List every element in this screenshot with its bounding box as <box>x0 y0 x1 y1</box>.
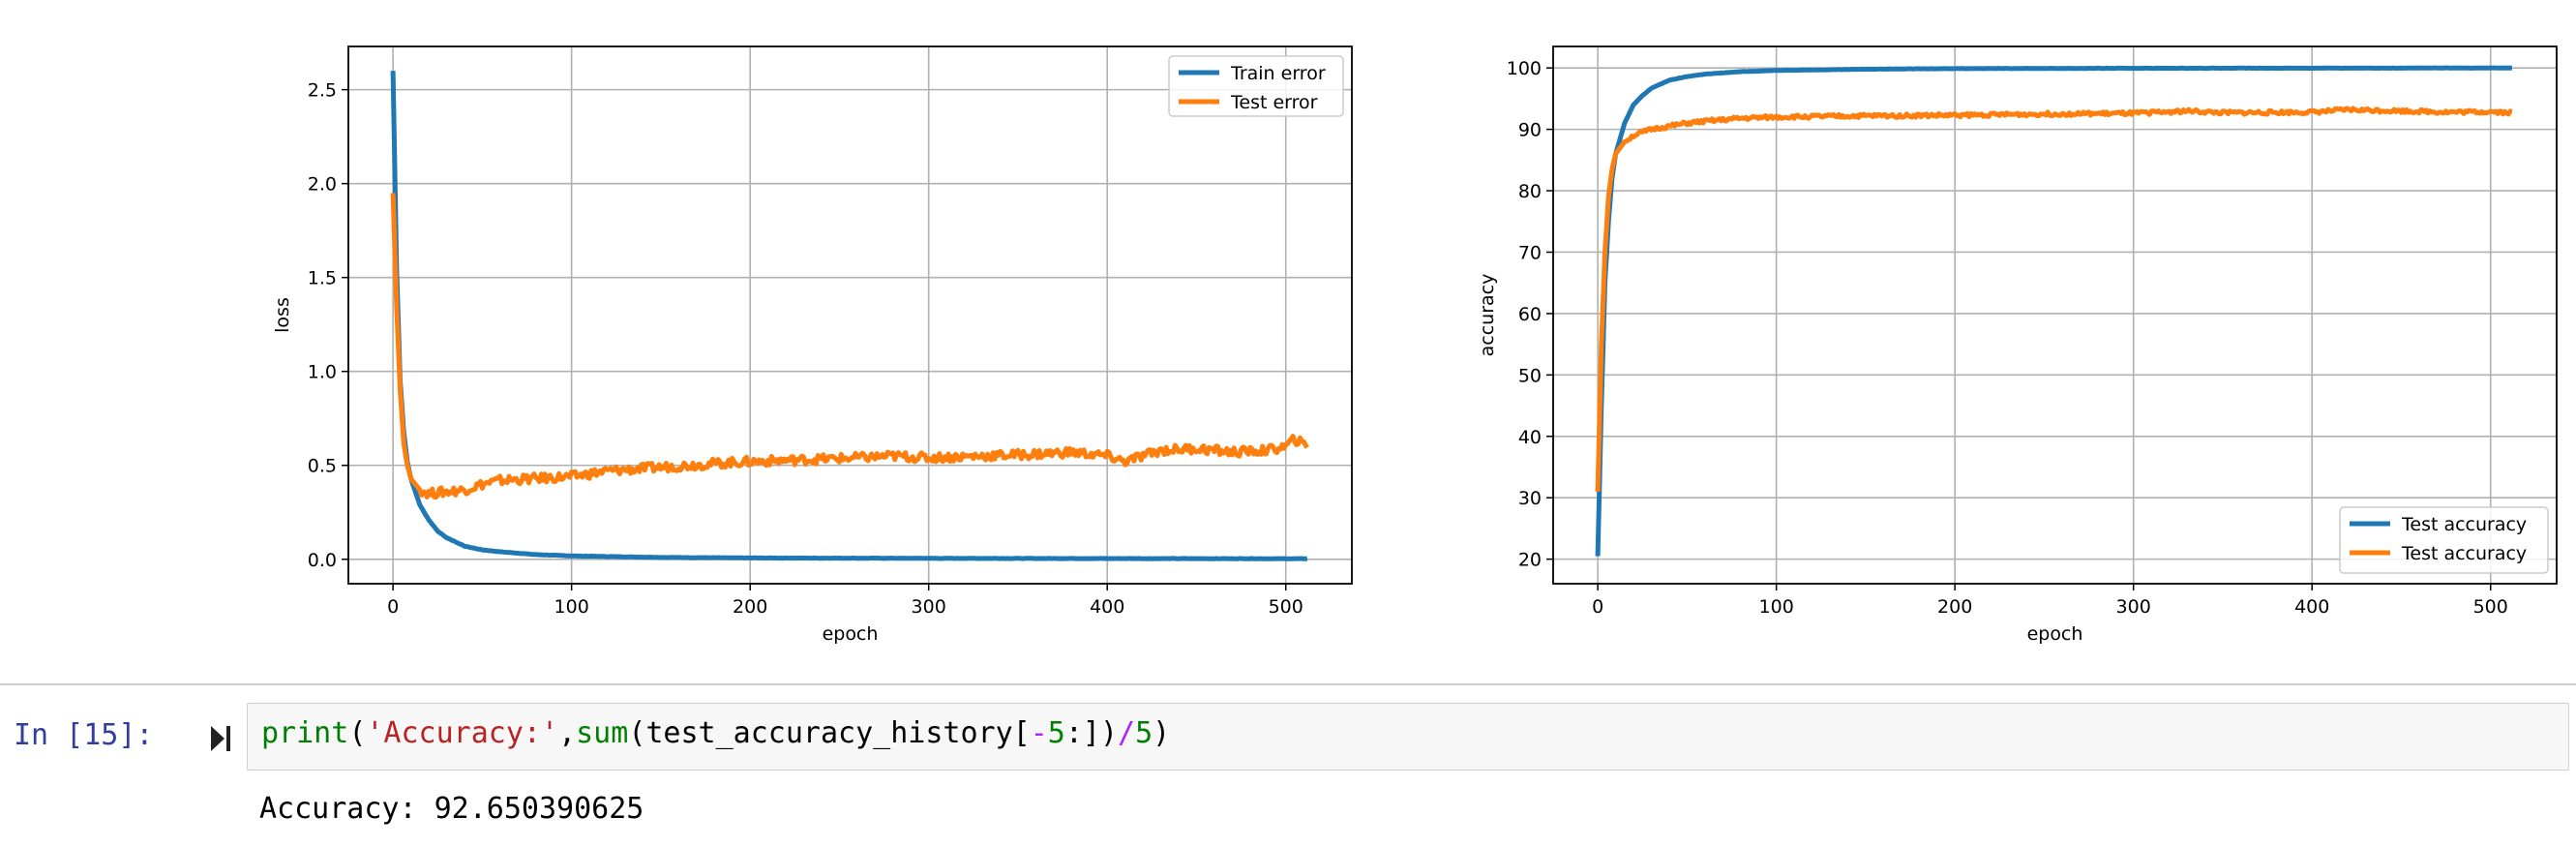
code-token-num2: 5 <box>1135 716 1153 750</box>
y-tick-label: 1.0 <box>308 362 337 383</box>
y-tick-label: 2.0 <box>308 174 337 196</box>
y-tick-label: 0.5 <box>308 456 337 477</box>
series-line-blue <box>390 71 1308 561</box>
y-tick-label: 1.5 <box>308 268 337 289</box>
code-token-close-paren: ) <box>1099 716 1119 750</box>
x-tick-label: 300 <box>912 596 946 618</box>
code-token-close-paren2: ) <box>1153 716 1171 750</box>
y-tick-label: 2.5 <box>308 80 337 102</box>
code-token-slice: :] <box>1064 716 1100 750</box>
x-tick-label: 100 <box>1759 596 1794 618</box>
legend-label: Test accuracy <box>2401 543 2527 564</box>
series-line-blue <box>1595 65 2513 557</box>
axes-frame <box>1552 45 2558 585</box>
code-token-num1: 5 <box>1047 716 1065 750</box>
code-token-lbracket: [ <box>1012 716 1031 750</box>
legend-label: Train error <box>1230 63 1326 84</box>
x-tick-label: 300 <box>2116 596 2151 618</box>
code-token-minus: - <box>1030 716 1048 750</box>
y-tick-label: 60 <box>1518 304 1542 325</box>
x-tick-label: 0 <box>387 596 399 618</box>
code-token-variable: test_accuracy_history <box>645 716 1013 750</box>
code-line: print('Accuracy:',sum(test_accuracy_hist… <box>261 716 1170 750</box>
y-tick-label: 70 <box>1518 242 1542 263</box>
cell-divider <box>0 683 2576 685</box>
y-tick-label: 80 <box>1518 181 1542 202</box>
cell-output: Accuracy: 92.650390625 <box>259 792 644 826</box>
x-tick-label: 400 <box>2294 596 2329 618</box>
code-token-paren: ( <box>348 716 367 750</box>
code-token-comma: , <box>558 716 577 750</box>
y-tick-label: 90 <box>1518 120 1542 141</box>
run-cell-icon[interactable] <box>211 724 232 753</box>
x-tick-label: 200 <box>1937 596 1972 618</box>
code-token-divide: / <box>1118 716 1136 750</box>
legend-box <box>2339 506 2549 574</box>
code-token-print: print <box>261 716 349 750</box>
code-input-area[interactable]: print('Accuracy:',sum(test_accuracy_hist… <box>247 703 2569 771</box>
matplotlib-figure: 0 100 200 300 400 5000.00.51.01.52.02.5epochl… <box>272 45 2558 645</box>
x-tick-label: 400 <box>1090 596 1124 618</box>
y-tick-label: 100 <box>1507 58 1542 79</box>
legend-label: Test error <box>1230 92 1318 113</box>
x-tick-label: 500 <box>1269 596 1303 618</box>
code-token-paren2: ( <box>628 716 646 750</box>
x-tick-label: 200 <box>733 596 767 618</box>
input-prompt: In [15]: <box>14 718 154 752</box>
y-tick-label: 50 <box>1518 365 1542 386</box>
series-line-orange <box>1595 106 2513 492</box>
y-tick-label: 0.0 <box>308 550 337 571</box>
series-line-orange <box>390 193 1309 500</box>
x-axis-label: epoch <box>823 623 879 645</box>
code-token-string: 'Accuracy:' <box>366 716 559 750</box>
y-tick-label: 40 <box>1518 427 1542 448</box>
code-token-sum: sum <box>576 716 629 750</box>
x-tick-label: 500 <box>2473 596 2508 618</box>
x-axis-label: epoch <box>2027 623 2083 645</box>
x-tick-label: 0 <box>1592 596 1603 618</box>
axes-frame <box>347 45 1353 585</box>
x-tick-label: 100 <box>554 596 589 618</box>
y-axis-label: loss <box>272 297 293 333</box>
y-axis-label: accuracy <box>1477 274 1498 357</box>
accuracy-chart: 0 100 200 300 400 500 20 30 40 50 60 70 80 90 100 epoch… <box>1477 45 2558 645</box>
y-tick-label: 30 <box>1518 488 1542 509</box>
loss-chart: 0 100 200 300 400 500 0.0 0.5 1.0 1.5 2.0 2.5 epoch l… <box>272 45 1353 645</box>
legend-label: Test accuracy <box>2401 514 2527 535</box>
y-tick-label: 20 <box>1518 550 1542 571</box>
